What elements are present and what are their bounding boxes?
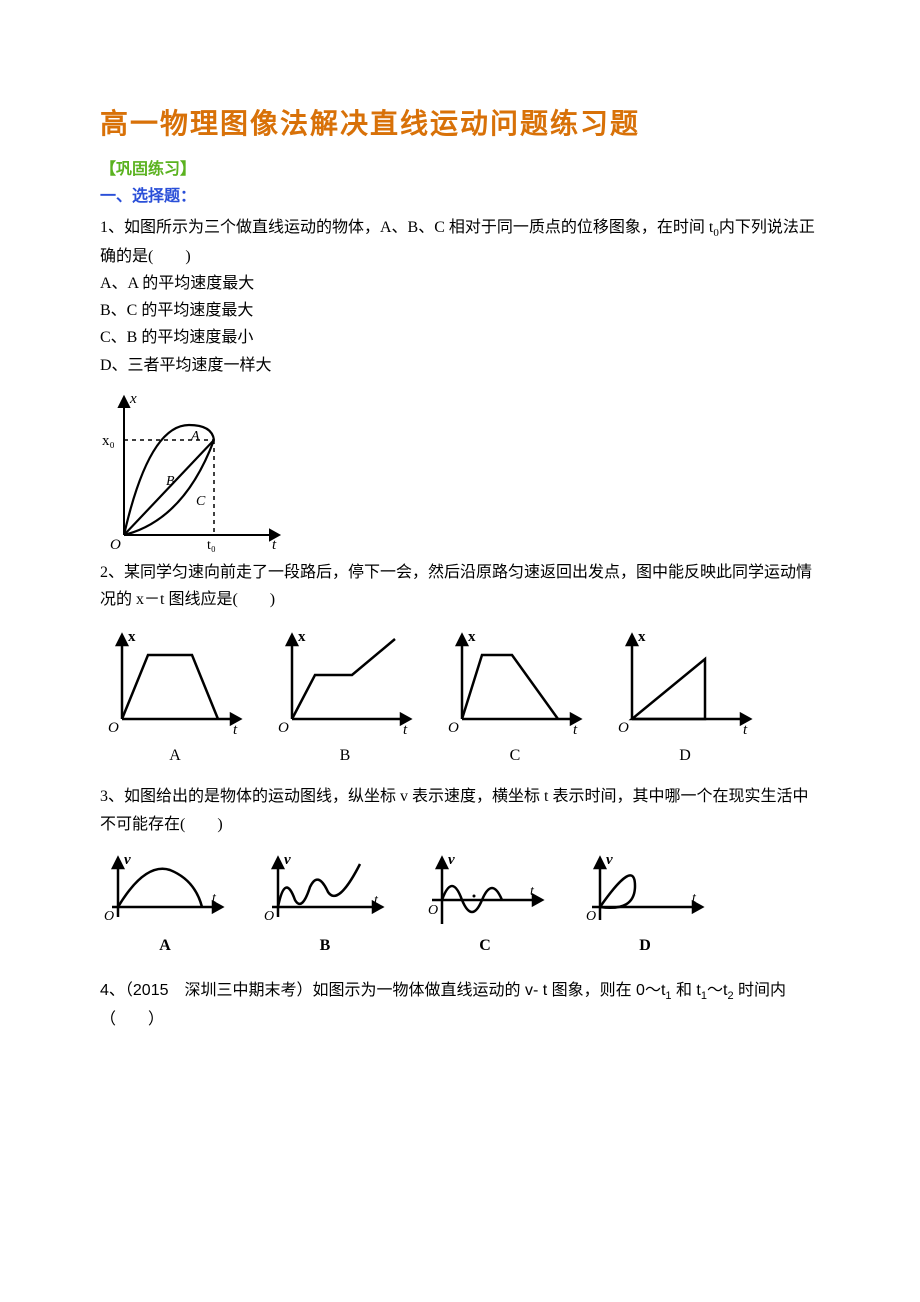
svg-text:x: x: [468, 629, 476, 645]
q2-fig-d: x O t D: [610, 627, 760, 769]
q4-blank: （ ）: [100, 1006, 820, 1033]
svg-text:v: v: [448, 852, 455, 868]
section-mc: 一、选择题：: [100, 183, 820, 210]
svg-text:v: v: [124, 852, 131, 868]
q2-label-b: B: [270, 742, 420, 769]
svg-text:x: x: [638, 629, 646, 645]
svg-text:v: v: [606, 852, 613, 868]
svg-text:O: O: [448, 720, 459, 736]
svg-text:x: x: [128, 629, 136, 645]
curve-c-label: C: [196, 494, 206, 509]
q4-mid2: ～t: [707, 982, 727, 999]
q3-fig-b: v O t B: [260, 852, 390, 959]
q3-label-b: B: [260, 932, 390, 959]
q2-figures: x O t A x O t B x O t C x O t D: [100, 627, 820, 769]
question-1: 1、如图所示为三个做直线运动的物体，A、B、C 相对于同一质点的位移图象，在时间…: [100, 214, 820, 270]
svg-text:O: O: [586, 909, 596, 924]
q1-figure: x x₀ A B C O t₀ t: [94, 385, 820, 555]
q3-label-d: D: [580, 932, 710, 959]
svg-text:O: O: [104, 909, 114, 924]
q3-fig-c: v O t C: [420, 852, 550, 959]
section-consolidate: 【巩固练习】: [100, 156, 820, 183]
svg-text:O: O: [108, 720, 119, 736]
svg-text:t: t: [743, 722, 748, 738]
curve-a-label: A: [190, 429, 200, 444]
svg-text:O: O: [428, 903, 438, 918]
axis-x-label: t: [272, 537, 277, 553]
origin-label: O: [110, 537, 121, 553]
svg-text:x: x: [298, 629, 306, 645]
q2-fig-a: x O t A: [100, 627, 250, 769]
t0-label: t₀: [207, 538, 216, 553]
q2-label-d: D: [610, 742, 760, 769]
svg-text:t: t: [403, 722, 408, 738]
question-3: 3、如图给出的是物体的运动图线，纵坐标 v 表示速度，横坐标 t 表示时间，其中…: [100, 783, 820, 837]
svg-text:t: t: [573, 722, 578, 738]
svg-text:t: t: [233, 722, 238, 738]
question-2: 2、某同学匀速向前走了一段路后，停下一会，然后沿原路匀速返回出发点，图中能反映此…: [100, 559, 820, 613]
q2-fig-c: x O t C: [440, 627, 590, 769]
axis-y-label: x: [129, 391, 137, 407]
q1-option-b: B、C 的平均速度最大: [100, 297, 820, 324]
q3-label-a: A: [100, 932, 230, 959]
q2-label-c: C: [440, 742, 590, 769]
svg-text:O: O: [278, 720, 289, 736]
q3-label-c: C: [420, 932, 550, 959]
q3-fig-d: v O t D: [580, 852, 710, 959]
q1-stem-1: 1、如图所示为三个做直线运动的物体，A、B、C 相对于同一质点的位移图象，在时间…: [100, 219, 713, 236]
q4-mid: 和 t: [672, 982, 701, 999]
svg-text:O: O: [618, 720, 629, 736]
svg-text:v: v: [284, 852, 291, 868]
q1-option-c: C、B 的平均速度最小: [100, 324, 820, 351]
q4-post: 时间内: [734, 982, 786, 999]
svg-text:O: O: [264, 909, 274, 924]
q4-pre: 4、（2015 深圳三中期末考）如图示为一物体做直线运动的 v- t 图象，则在…: [100, 982, 665, 999]
q3-fig-a: v O t A: [100, 852, 230, 959]
q3-figures: v O t A v O t B v O t C v O t D: [100, 852, 820, 959]
q2-fig-b: x O t B: [270, 627, 420, 769]
curve-b-label: B: [166, 474, 175, 489]
x0-label: x₀: [102, 433, 115, 449]
question-4: 4、（2015 深圳三中期末考）如图示为一物体做直线运动的 v- t 图象，则在…: [100, 977, 820, 1006]
page-title: 高一物理图像法解决直线运动问题练习题: [100, 100, 820, 148]
q2-label-a: A: [100, 742, 250, 769]
q1-option-d: D、三者平均速度一样大: [100, 352, 820, 379]
q1-option-a: A、A 的平均速度最大: [100, 270, 820, 297]
